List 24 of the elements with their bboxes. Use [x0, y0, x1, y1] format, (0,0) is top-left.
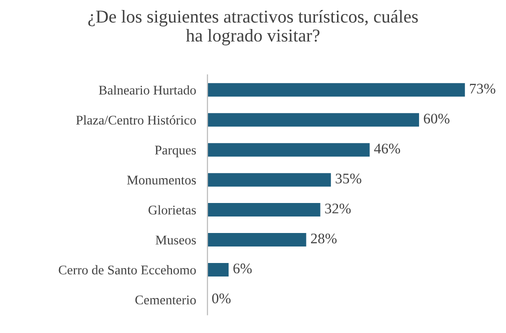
data-label: 73%	[470, 84, 496, 94]
bar	[207, 173, 331, 187]
bar	[207, 262, 229, 276]
data-label: 60%	[424, 114, 450, 124]
data-label: 28%	[311, 234, 337, 244]
bar	[207, 83, 465, 97]
y-tick-label: Parques	[154, 146, 196, 158]
bar	[207, 233, 306, 247]
bar	[207, 203, 320, 217]
data-label: 6%	[233, 264, 252, 274]
y-tick-label: Balneario Hurtado	[98, 85, 196, 95]
data-label: 46%	[374, 144, 400, 154]
y-tick-label: Museos	[156, 236, 196, 244]
chart-title: ¿De los siguientes atractivos turísticos, cuáles ha logrado visitar?	[88, 10, 418, 46]
bar	[207, 143, 370, 157]
data-label: 32%	[325, 204, 351, 214]
y-tick-label: Plaza/Centro Histórico	[76, 115, 196, 125]
data-label: 0%	[212, 294, 231, 304]
y-tick-label: Monumentos	[127, 176, 196, 185]
y-tick-label: Cementerio	[135, 296, 196, 304]
y-tick-label: Glorietas	[148, 205, 196, 214]
data-label: 35%	[336, 174, 362, 184]
bar	[207, 113, 420, 127]
y-tick-label: Cerro de Santo Eccehomo	[58, 265, 196, 274]
